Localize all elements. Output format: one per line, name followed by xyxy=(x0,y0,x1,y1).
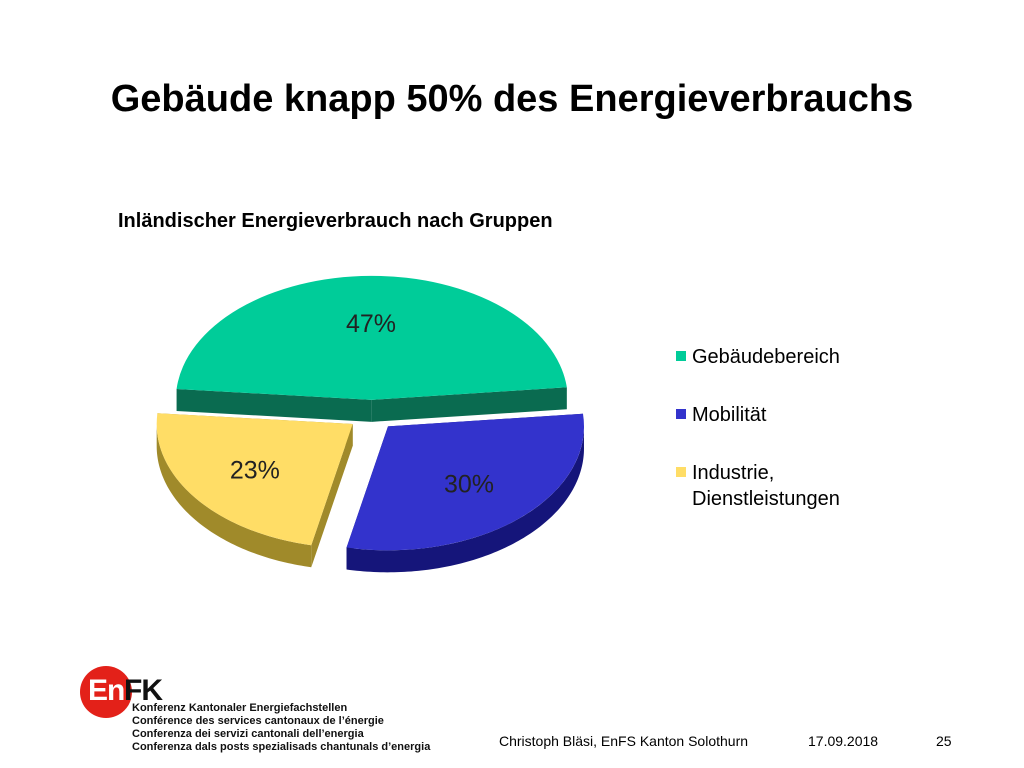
logo-line-de: Konferenz Kantonaler Energiefachstellen xyxy=(132,702,348,714)
legend-label-mobilitaet: Mobilität xyxy=(692,404,767,426)
pie-slice-mobilitaet xyxy=(346,413,584,573)
footer-date: 17.09.2018 xyxy=(808,733,879,749)
pie-top-industrie xyxy=(156,413,353,546)
legend-item-gebaeudebereich: Gebäudebereich xyxy=(676,344,912,370)
pie-top-mobilitaet xyxy=(346,413,584,551)
legend-swatch-mobilitaet xyxy=(676,409,686,419)
pie-slice-industrie xyxy=(156,413,353,568)
pie-label-industrie: 23% xyxy=(230,457,280,485)
legend-item-mobilitaet: Mobilität xyxy=(676,402,912,428)
pie-rim-mobilitaet-0 xyxy=(346,424,584,573)
legend-swatch-industrie xyxy=(676,467,686,477)
logo-line-rm: Conferenza dals posts spezialisads chant… xyxy=(132,741,431,753)
pie-rim-industrie-0 xyxy=(156,423,312,568)
logo-brand-en: En xyxy=(88,674,125,707)
chart-title: Inländischer Energieverbrauch nach Grupp… xyxy=(118,210,553,232)
logo-brand-fk: FK xyxy=(124,674,163,707)
legend-label-industrie: Industrie, Dienstleistungen xyxy=(692,462,840,510)
slide-title: Gebäude knapp 50% des Energieverbrauchs xyxy=(110,78,914,120)
logo-circle xyxy=(80,666,132,718)
pie-side-industrie-0 xyxy=(311,424,353,568)
pie-label-mobilitaet: 30% xyxy=(444,471,494,499)
pie-side-gebaeudebereich-0 xyxy=(176,389,372,422)
logo-text-lines: Konferenz Kantonaler Energiefachstellen … xyxy=(132,702,430,754)
legend-item-industrie: Industrie, Dienstleistungen xyxy=(676,460,912,512)
logo-line-it: Conferenza dei servizi cantonali dell’en… xyxy=(132,728,364,740)
legend-swatch-gebaeudebereich xyxy=(676,351,686,361)
legend-label-gebaeudebereich: Gebäudebereich xyxy=(692,346,840,368)
pie-slice-gebaeudebereich xyxy=(176,275,567,422)
footer-author: Christoph Bläsi, EnFS Kanton Solothurn xyxy=(499,733,749,749)
pie-side-gebaeudebereich-1 xyxy=(371,387,567,422)
pie-top-gebaeudebereich xyxy=(176,275,567,400)
logo-line-fr: Conférence des services cantonaux de l’é… xyxy=(132,715,384,727)
footer-page-number: 25 xyxy=(936,733,952,749)
pie-label-gebaeudebereich: 47% xyxy=(346,310,396,338)
enfk-logo: En FK Konferenz Kantonaler Energiefachst… xyxy=(80,664,440,764)
